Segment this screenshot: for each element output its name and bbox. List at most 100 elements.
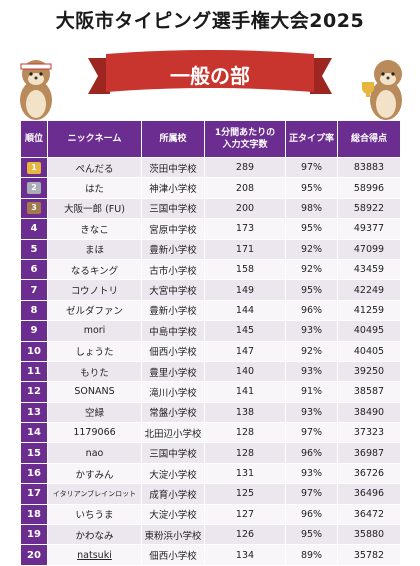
accuracy-cell: 93% [285, 401, 338, 424]
nickname-cell: 1179066 [47, 422, 142, 444]
header-rank: 順位 [20, 120, 48, 158]
rank-cell: 17 [20, 483, 48, 505]
score-cell: 35880 [337, 524, 401, 546]
rank-cell: 11 [20, 360, 48, 383]
rank-cell: 5 [20, 238, 48, 260]
nickname-cell: natsuki [47, 544, 142, 566]
table-row: 16 かすみん 大淀小学校 131 93% 36726 [20, 462, 401, 485]
header-school: 所属校 [141, 120, 205, 158]
score-cell: 40405 [337, 340, 401, 362]
rank-cell: 6 [20, 258, 48, 281]
table-row: 6 なるキング 古市小学校 158 92% 43459 [20, 258, 401, 281]
accuracy-cell: 96% [285, 442, 338, 464]
school-cell: 神津小学校 [141, 177, 205, 199]
table-row: 2 はた 神津小学校 208 95% 58996 [20, 177, 401, 199]
score-cell: 42249 [337, 279, 401, 301]
accuracy-cell: 95% [285, 218, 338, 240]
school-cell: 三国中学校 [141, 442, 205, 464]
ranking-table: 順位 ニックネーム 所属校 1分間あたりの 入力文字数 正タイプ率 総合得点 1… [20, 120, 401, 566]
chars-cell: 134 [204, 544, 286, 566]
chars-cell: 128 [204, 422, 286, 444]
rank-cell: 14 [20, 422, 48, 444]
rank-cell: 16 [20, 462, 48, 485]
nickname-cell: いちうま [47, 503, 142, 526]
school-cell: 大淀小学校 [141, 503, 205, 526]
school-cell: 東粉浜小学校 [141, 524, 205, 546]
nickname-cell: mori [47, 320, 142, 342]
score-cell: 40495 [337, 320, 401, 342]
table-row: 5 まほ 豊新小学校 171 92% 47099 [20, 238, 401, 260]
score-cell: 43459 [337, 258, 401, 281]
nickname-cell: ぺんだる [47, 156, 142, 179]
nickname-cell: ゼルダファン [47, 299, 142, 322]
accuracy-cell: 98% [285, 197, 338, 220]
score-cell: 83883 [337, 156, 401, 179]
school-cell: 佃西小学校 [141, 544, 205, 566]
header-chars-line2: 入力文字数 [222, 140, 268, 150]
accuracy-cell: 93% [285, 462, 338, 485]
chars-cell: 147 [204, 340, 286, 362]
table-row: 7 コウノトリ 大宮中学校 149 95% 42249 [20, 279, 401, 301]
table-row: 19 かわなみ 東粉浜小学校 126 95% 35880 [20, 524, 401, 546]
table-row: 10 しょうた 佃西小学校 147 92% 40405 [20, 340, 401, 362]
score-cell: 49377 [337, 218, 401, 240]
table-row: 17 イタリアンブレインロット 成育小学校 125 97% 36496 [20, 483, 401, 505]
nickname-cell: きなこ [47, 218, 142, 240]
table-row: 18 いちうま 大淀小学校 127 96% 36472 [20, 503, 401, 526]
school-cell: 滝川小学校 [141, 381, 205, 403]
chars-cell: 144 [204, 299, 286, 322]
nickname-cell: イタリアンブレインロット [47, 483, 142, 505]
rank-cell: 19 [20, 524, 48, 546]
score-cell: 36987 [337, 442, 401, 464]
table-row: 1 ぺんだる 茨田中学校 289 97% 83883 [20, 156, 401, 179]
accuracy-cell: 92% [285, 238, 338, 260]
accuracy-cell: 89% [285, 544, 338, 566]
nickname-cell: まほ [47, 238, 142, 260]
table-row: 8 ゼルダファン 豊新小学校 144 96% 41259 [20, 299, 401, 322]
score-cell: 36726 [337, 462, 401, 485]
header-score: 総合得点 [337, 120, 401, 158]
school-cell: 茨田中学校 [141, 156, 205, 179]
table-row: 12 SONANS 滝川小学校 141 91% 38587 [20, 381, 401, 403]
table-row: 15 nao 三国中学校 128 96% 36987 [20, 442, 401, 464]
chars-cell: 140 [204, 360, 286, 383]
gold-medal-icon: 1 [27, 161, 41, 174]
accuracy-cell: 95% [285, 524, 338, 546]
otter-mascot-icon [20, 60, 52, 120]
table-row: 3 大阪一郎 (FU) 三国中学校 200 98% 58922 [20, 197, 401, 220]
school-cell: 中島中学校 [141, 320, 205, 342]
school-cell: 北田辺小学校 [141, 422, 205, 444]
nickname-cell: もりた [47, 360, 142, 383]
score-cell: 36472 [337, 503, 401, 526]
school-cell: 大淀小学校 [141, 462, 205, 485]
table-row: 9 mori 中島中学校 145 93% 40495 [20, 320, 401, 342]
accuracy-cell: 96% [285, 503, 338, 526]
chars-cell: 289 [204, 156, 286, 179]
accuracy-cell: 92% [285, 258, 338, 281]
nickname-cell: なるキング [47, 258, 142, 281]
school-cell: 宮原中学校 [141, 218, 205, 240]
header-chars-line1: 1分間あたりの [214, 128, 276, 138]
school-cell: 豊新小学校 [141, 299, 205, 322]
chars-cell: 128 [204, 442, 286, 464]
accuracy-cell: 95% [285, 177, 338, 199]
header-accuracy: 正タイプ率 [285, 120, 338, 158]
table-row: 13 空緑 常盤小学校 138 93% 38490 [20, 401, 401, 424]
score-cell: 41259 [337, 299, 401, 322]
category-label: 一般の部 [170, 64, 250, 88]
accuracy-cell: 96% [285, 299, 338, 322]
nickname-cell: コウノトリ [47, 279, 142, 301]
rank-cell: 3 [20, 197, 48, 220]
school-cell: 佃西小学校 [141, 340, 205, 362]
otter-trophy-mascot-icon [362, 60, 402, 120]
nickname-cell: 大阪一郎 (FU) [47, 197, 142, 220]
score-cell: 38587 [337, 381, 401, 403]
page-title: 大阪市タイピング選手権大会2025 [55, 10, 365, 32]
score-cell: 58922 [337, 197, 401, 220]
rank-cell: 10 [20, 340, 48, 362]
school-cell: 豊里小学校 [141, 360, 205, 383]
chars-cell: 171 [204, 238, 286, 260]
nickname-cell: SONANS [47, 381, 142, 403]
accuracy-cell: 93% [285, 360, 338, 383]
nickname-cell: はた [47, 177, 142, 199]
